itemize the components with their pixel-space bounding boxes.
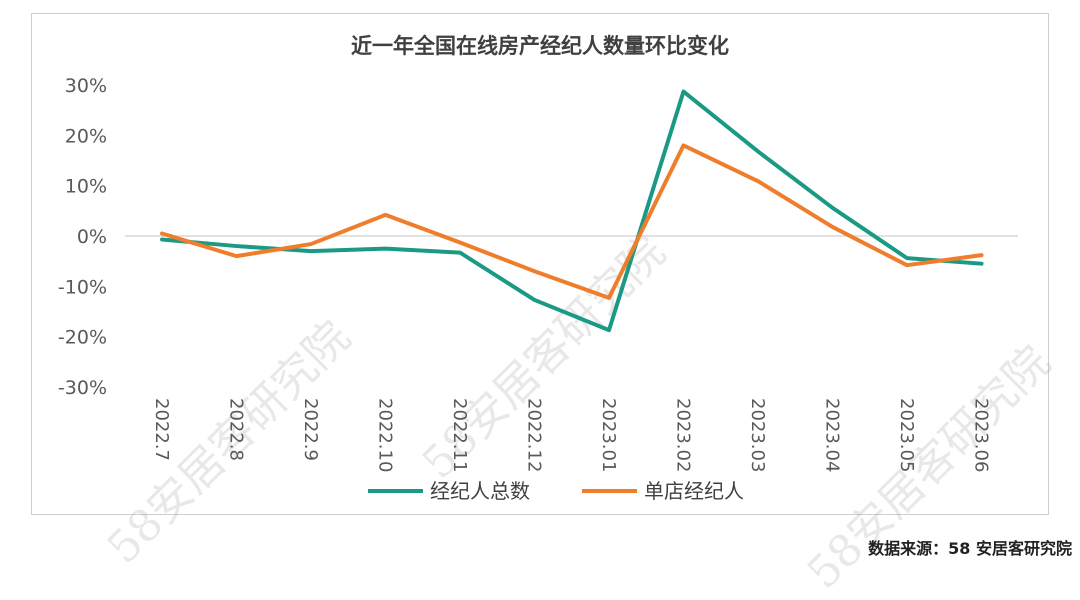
x-tick-label: 2023.02 [673,398,694,472]
series-line-1 [162,92,982,331]
x-tick-label: 2023.01 [598,398,619,472]
line-chart: 30% 20% 10% 0% -10% -20% -30% 2022.7 2022.8 2022… [0,0,1080,563]
y-tick-label: -10% [58,276,107,298]
series-line-2 [162,145,982,298]
x-tick-label: 2022.9 [300,398,321,461]
legend-label: 经纪人总数 [430,479,530,503]
y-tick-label: 20% [65,125,107,147]
y-tick-label: 10% [65,176,107,198]
x-tick-label: 2023.06 [971,398,992,472]
x-tick-label: 2022.10 [375,398,396,472]
y-tick-label: 0% [77,226,107,248]
x-tick-label: 2022.7 [151,398,172,461]
y-tick-label: 30% [65,75,107,97]
x-tick-label: 2023.03 [747,398,768,472]
x-tick-label: 2023.05 [896,398,917,472]
legend-label: 单店经纪人 [644,479,744,503]
y-tick-label: -30% [58,377,107,399]
x-tick-label: 2022.12 [524,398,545,472]
x-tick-label: 2023.04 [822,398,843,472]
y-tick-label: -20% [58,327,107,349]
data-source-note: 数据来源：58 安居客研究院 [868,535,1072,559]
x-tick-label: 2022.11 [449,398,470,472]
x-tick-label: 2022.8 [226,398,247,461]
